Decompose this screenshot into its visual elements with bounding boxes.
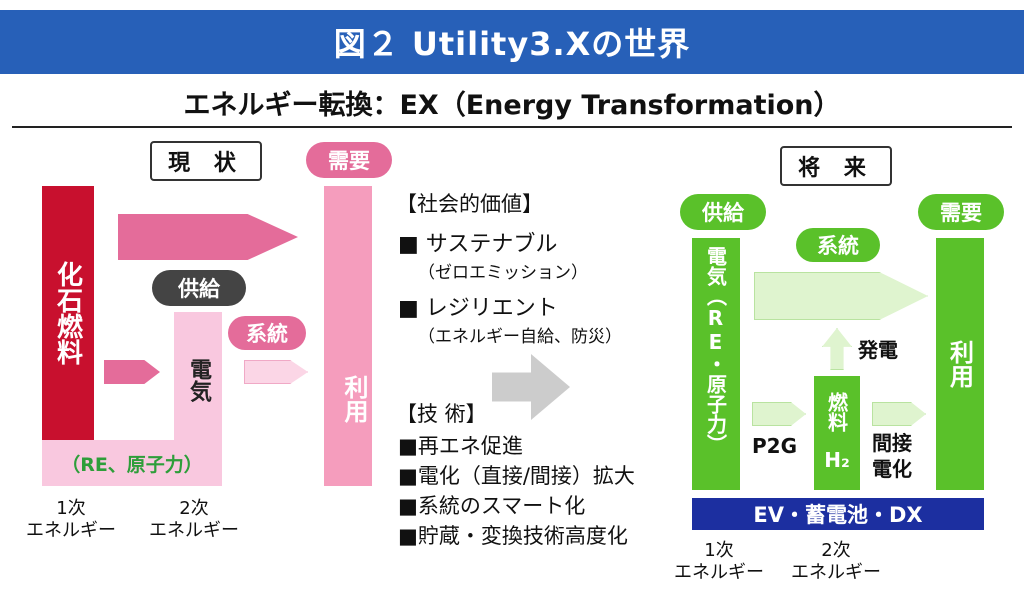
subtitle: エネルギー転換：EX（Energy Transformation） <box>183 89 841 121</box>
generation-label: 発電 <box>858 338 898 362</box>
current-primary-label: 1次 エネルギー <box>26 498 116 541</box>
p2g-label: P2G <box>752 434 797 458</box>
value-sustainable: ■ サステナブル <box>398 232 558 257</box>
p2g-arrow <box>752 402 806 426</box>
ev-storage-dx-bar: EV・蓄電池・DX <box>692 498 984 530</box>
current-grid-pill: 系統 <box>228 316 306 350</box>
transition-arrow <box>492 354 570 420</box>
future-supply-pill: 供給 <box>680 194 766 230</box>
current-small-arrow <box>104 360 160 384</box>
fuel-box <box>814 376 860 490</box>
current-grid-arrow <box>244 360 308 384</box>
renewable-bar <box>42 440 222 486</box>
future-grid-pill: 系統 <box>796 228 880 262</box>
future-label: 将 来 <box>780 146 892 186</box>
values-heading: 【社会的価値】 <box>396 192 543 216</box>
renewable-label: （RE、原子力） <box>61 453 203 476</box>
indirect-arrow <box>872 402 926 426</box>
tech-heading: 【技 術】 <box>396 402 487 426</box>
tech-item-3: ■系統のスマート化 <box>398 494 586 518</box>
future-demand-pill: 需要 <box>918 194 1004 230</box>
current-label: 現 状 <box>150 141 262 181</box>
value-resilient-sub: （エネルギー自給、防災） <box>418 327 622 347</box>
future-secondary-label: 2次 エネルギー <box>791 540 881 583</box>
current-use-label: 利用 <box>340 375 368 423</box>
fuel-label: 燃料 <box>824 392 849 432</box>
current-secondary-label: 2次 エネルギー <box>149 498 239 541</box>
electricity-column <box>174 312 222 440</box>
value-resilient: ■ レジリエント <box>398 296 558 321</box>
generation-arrow <box>822 328 852 370</box>
future-primary-label: 1次 エネルギー <box>674 540 764 583</box>
electricity-label: 電気 <box>186 358 211 402</box>
future-use-box: 利用 <box>936 238 984 490</box>
value-sustainable-sub: （ゼロエミッション） <box>418 263 588 283</box>
tech-item-4: ■貯蔵・変換技術高度化 <box>398 524 628 548</box>
title-banner: 図２ Utility3.Xの世界 <box>0 10 1024 74</box>
current-top-arrow <box>118 214 298 260</box>
tech-item-1: ■再エネ促進 <box>398 434 523 458</box>
fossil-fuel-box: 化石燃料 <box>42 186 94 440</box>
future-grid-arrow <box>754 272 928 320</box>
current-supply-pill: 供給 <box>152 270 246 306</box>
current-demand-pill: 需要 <box>306 142 392 178</box>
tech-item-2: ■電化（直接/間接）拡大 <box>398 464 635 488</box>
indirect-label: 間接 電化 <box>872 431 912 481</box>
current-use-box: 利用 <box>324 186 372 486</box>
title-text: 図２ Utility3.Xの世界 <box>333 25 691 63</box>
future-electricity-box: 電気（RE・原子力） <box>692 238 740 490</box>
divider <box>12 126 1012 128</box>
h2-label: H₂ <box>824 448 850 472</box>
